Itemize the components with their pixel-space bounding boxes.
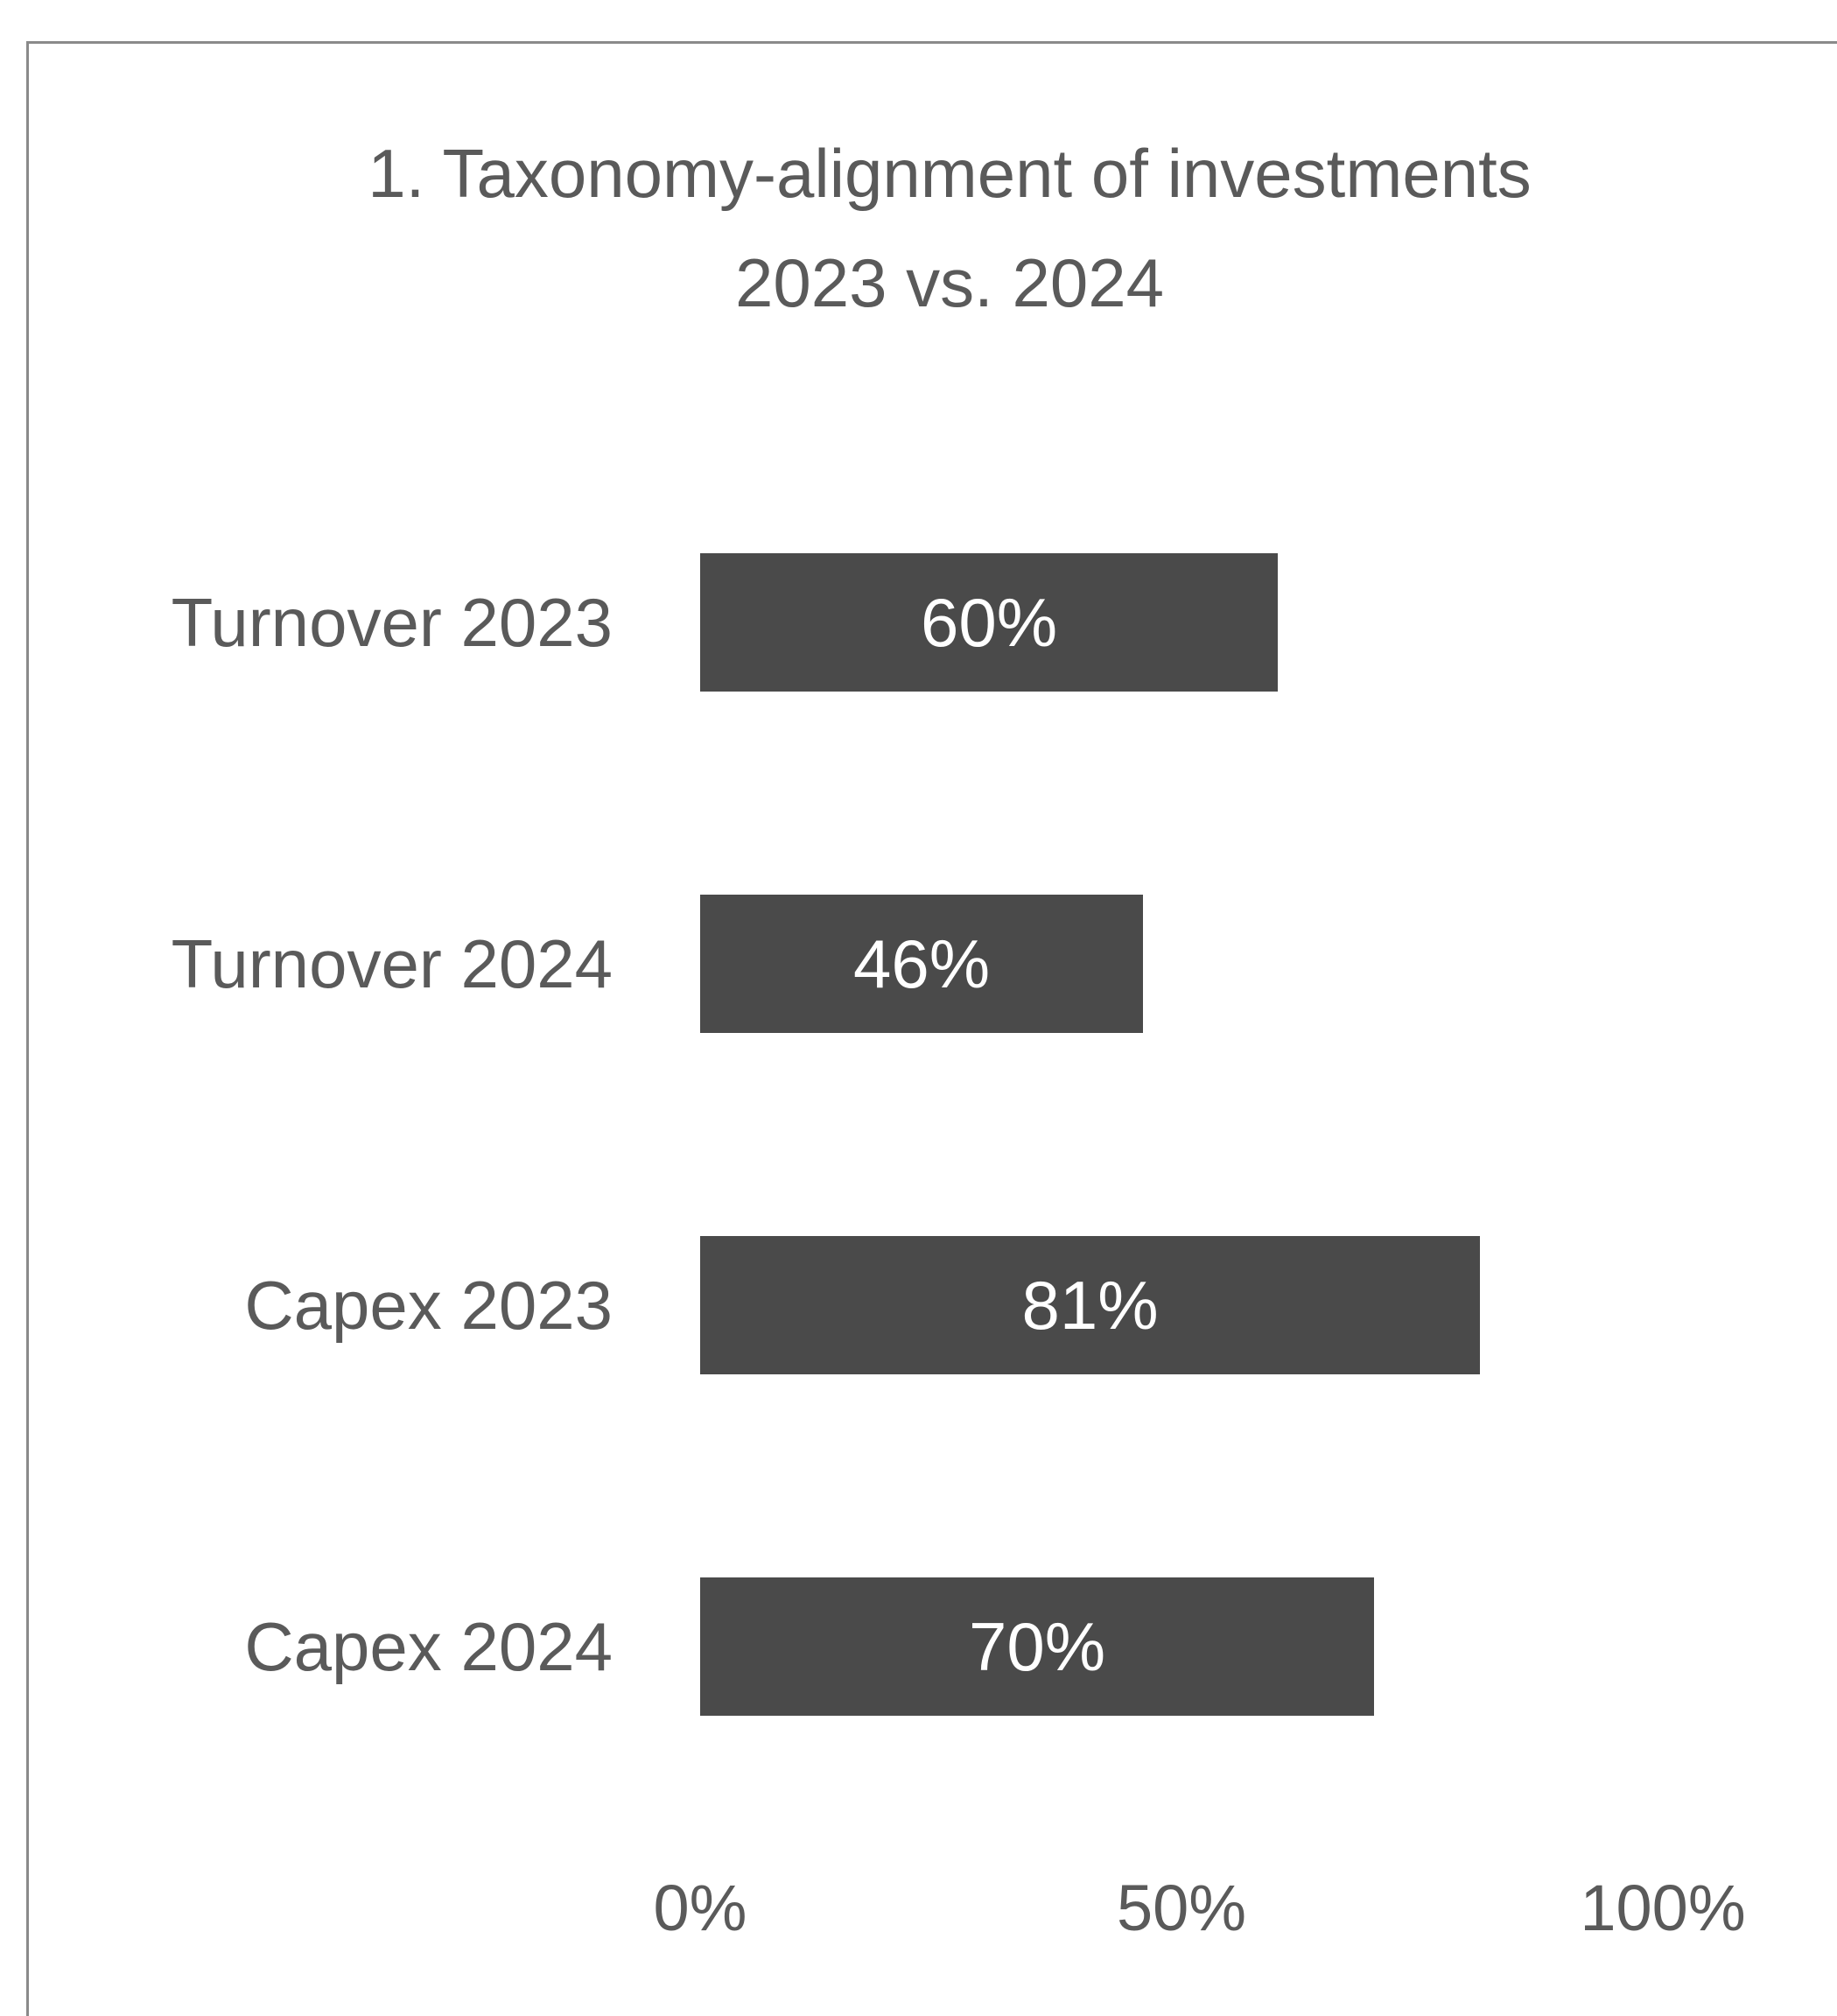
x-tick-label-0: 0% <box>654 1872 747 1944</box>
labels-layer: 60% Turnover 2023 46% Turnover 2024 81% Capex… <box>172 584 1159 1685</box>
bar-capex-2023 <box>700 1236 1480 1374</box>
x-tick-label-50: 50% <box>1117 1872 1246 1944</box>
category-label-turnover-2023: Turnover 2023 <box>172 584 613 661</box>
bar-capex-2024 <box>700 1577 1374 1716</box>
data-label-turnover-2023: 60% <box>921 584 1057 661</box>
data-label-capex-2024: 70% <box>969 1608 1105 1685</box>
bar-turnover-2023 <box>700 553 1278 692</box>
category-label-capex-2023: Capex 2023 <box>244 1267 613 1344</box>
chart-title-line-2: 2023 vs. 2024 <box>735 244 1164 321</box>
data-label-turnover-2024: 46% <box>853 925 990 1002</box>
chart-title-line-1: 1. Taxonomy-alignment of investments <box>368 135 1532 212</box>
chart-frame <box>26 41 1837 2016</box>
data-label-capex-2023: 81% <box>1021 1267 1158 1344</box>
bar-turnover-2024 <box>700 895 1143 1033</box>
x-axis-ticks: 0% 50% 100% <box>654 1872 1746 1944</box>
x-tick-label-100: 100% <box>1580 1872 1745 1944</box>
bars-layer <box>700 553 1480 1716</box>
category-label-capex-2024: Capex 2024 <box>244 1608 613 1685</box>
category-label-turnover-2024: Turnover 2024 <box>172 925 613 1002</box>
